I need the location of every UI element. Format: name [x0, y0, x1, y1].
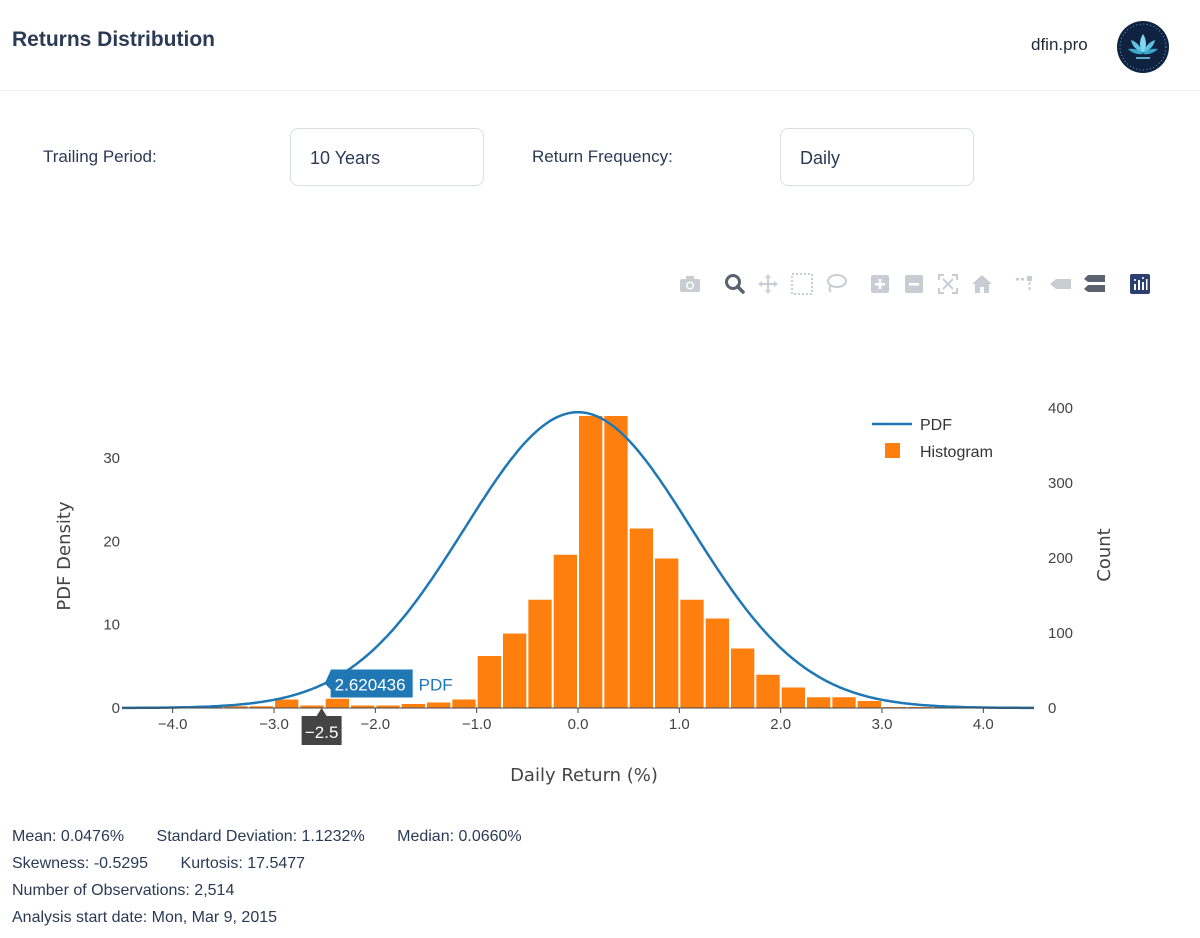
y-right-tick-label: 300 — [1048, 475, 1073, 492]
return-frequency-label: Return Frequency: — [532, 147, 673, 166]
histogram-bar[interactable] — [831, 696, 857, 709]
y-left-tick-label: 10 — [103, 617, 120, 634]
x-tick-label: −3.0 — [259, 716, 289, 733]
stat-kurtosis: Kurtosis: 17.5477 — [180, 855, 306, 872]
brand-name[interactable]: dfin.pro — [1031, 35, 1088, 54]
histogram-bar[interactable] — [730, 647, 756, 709]
histogram-bar[interactable] — [400, 703, 426, 709]
x-tick-label: −4.0 — [158, 716, 188, 733]
y-left-tick-label: 0 — [112, 700, 120, 717]
histogram-bar[interactable] — [628, 527, 655, 709]
x-tick-label: 2.0 — [770, 716, 791, 733]
y-right-axis-title: Count — [1094, 528, 1115, 581]
zoom-icon[interactable] — [721, 270, 749, 298]
histogram-bar[interactable] — [806, 696, 832, 709]
histogram-bar[interactable] — [451, 698, 477, 709]
histogram-bar[interactable] — [527, 598, 553, 709]
y-right-tick-label: 400 — [1048, 400, 1073, 417]
hover-series: PDF — [419, 676, 453, 695]
x-tick-label: 1.0 — [669, 716, 690, 733]
stat-median: Median: 0.0660% — [397, 828, 522, 845]
hover-closest-icon[interactable] — [1046, 270, 1074, 298]
zoom-in-icon[interactable] — [866, 270, 894, 298]
spike-lines-icon[interactable] — [1010, 270, 1038, 298]
histogram-bar[interactable] — [578, 415, 604, 709]
statistics-panel: Mean: 0.0476% Standard Deviation: 1.1232… — [12, 823, 550, 931]
histogram-bar[interactable] — [476, 655, 502, 709]
legend[interactable]: PDF Histogram — [872, 417, 993, 461]
x-tick-label: 3.0 — [872, 716, 893, 733]
histogram-bar[interactable] — [755, 673, 781, 709]
legend-histogram-label: Histogram — [920, 444, 993, 461]
hover-x-box — [301, 708, 342, 745]
y-left-axis-title: PDF Density — [54, 501, 75, 611]
stat-observations: Number of Observations: 2,514 — [12, 882, 235, 899]
legend-pdf-label: PDF — [920, 417, 952, 434]
reset-axes-icon[interactable] — [968, 270, 996, 298]
trailing-period-label: Trailing Period: — [43, 147, 157, 166]
returns-distribution-chart[interactable]: −4.0 −3.0 −2.0 −1.0 0.0 1.0 2.0 3.0 4.0010203001… — [0, 300, 1200, 800]
hover-tooltip: 2.620436 PDF −2.5 — [301, 669, 459, 745]
hover-box — [324, 669, 413, 698]
x-tick-label: −1.0 — [462, 716, 492, 733]
lotus-logo-icon[interactable] — [1116, 20, 1170, 74]
histogram-bar[interactable] — [324, 697, 350, 709]
camera-icon[interactable] — [676, 270, 704, 298]
hover-value: 2.620436 — [335, 676, 406, 695]
lasso-select-icon[interactable] — [822, 270, 850, 298]
stat-start-date: Analysis start date: Mon, Mar 9, 2015 — [12, 909, 278, 926]
pan-icon[interactable] — [754, 270, 782, 298]
trailing-period-select[interactable]: 10 Years — [290, 128, 484, 186]
y-left-tick-label: 20 — [103, 533, 120, 550]
page-header: Returns Distribution dfin.pro — [0, 0, 1200, 91]
histogram-bar[interactable] — [274, 698, 300, 709]
autoscale-icon[interactable] — [934, 270, 962, 298]
x-tick-label: −2.0 — [361, 716, 391, 733]
histogram-bar[interactable] — [679, 598, 705, 709]
histogram-bar[interactable] — [780, 686, 807, 709]
chart-modebar — [676, 270, 1156, 298]
histogram-bar[interactable] — [426, 701, 452, 709]
hover-series-bg — [414, 670, 459, 697]
y-right-tick-label: 100 — [1048, 625, 1073, 642]
y-right-tick-label: 0 — [1048, 700, 1056, 717]
zoom-out-icon[interactable] — [900, 270, 928, 298]
histogram-bar[interactable] — [552, 553, 579, 709]
histogram-bar[interactable] — [603, 415, 629, 709]
stat-mean: Mean: 0.0476% — [12, 828, 125, 845]
hover-compare-icon[interactable] — [1080, 270, 1108, 298]
histogram-bar[interactable] — [704, 617, 731, 709]
stat-skewness: Skewness: -0.5295 — [12, 855, 149, 872]
histogram-bars — [122, 415, 1009, 709]
box-select-icon[interactable] — [788, 270, 816, 298]
histogram-bar[interactable] — [502, 632, 528, 709]
x-axis-title: Daily Return (%) — [510, 765, 658, 786]
y-right-tick-label: 200 — [1048, 550, 1073, 567]
pdf-line[interactable] — [122, 410, 1034, 710]
histogram-bar[interactable] — [856, 700, 883, 709]
page-title: Returns Distribution — [12, 28, 215, 51]
y-left-tick-label: 30 — [103, 450, 120, 467]
hover-x-label: −2.5 — [305, 723, 339, 742]
stat-std: Standard Deviation: 1.1232% — [156, 828, 365, 845]
plotly-logo-icon[interactable] — [1126, 270, 1154, 298]
return-frequency-select[interactable]: Daily — [780, 128, 974, 186]
x-tick-label: 4.0 — [973, 716, 994, 733]
legend-histogram-swatch — [885, 443, 900, 458]
x-tick-label: 0.0 — [568, 716, 589, 733]
axis-layer: −4.0 −3.0 −2.0 −1.0 0.0 1.0 2.0 3.0 4.0010203001… — [103, 400, 1073, 733]
histogram-bar[interactable] — [654, 557, 680, 709]
